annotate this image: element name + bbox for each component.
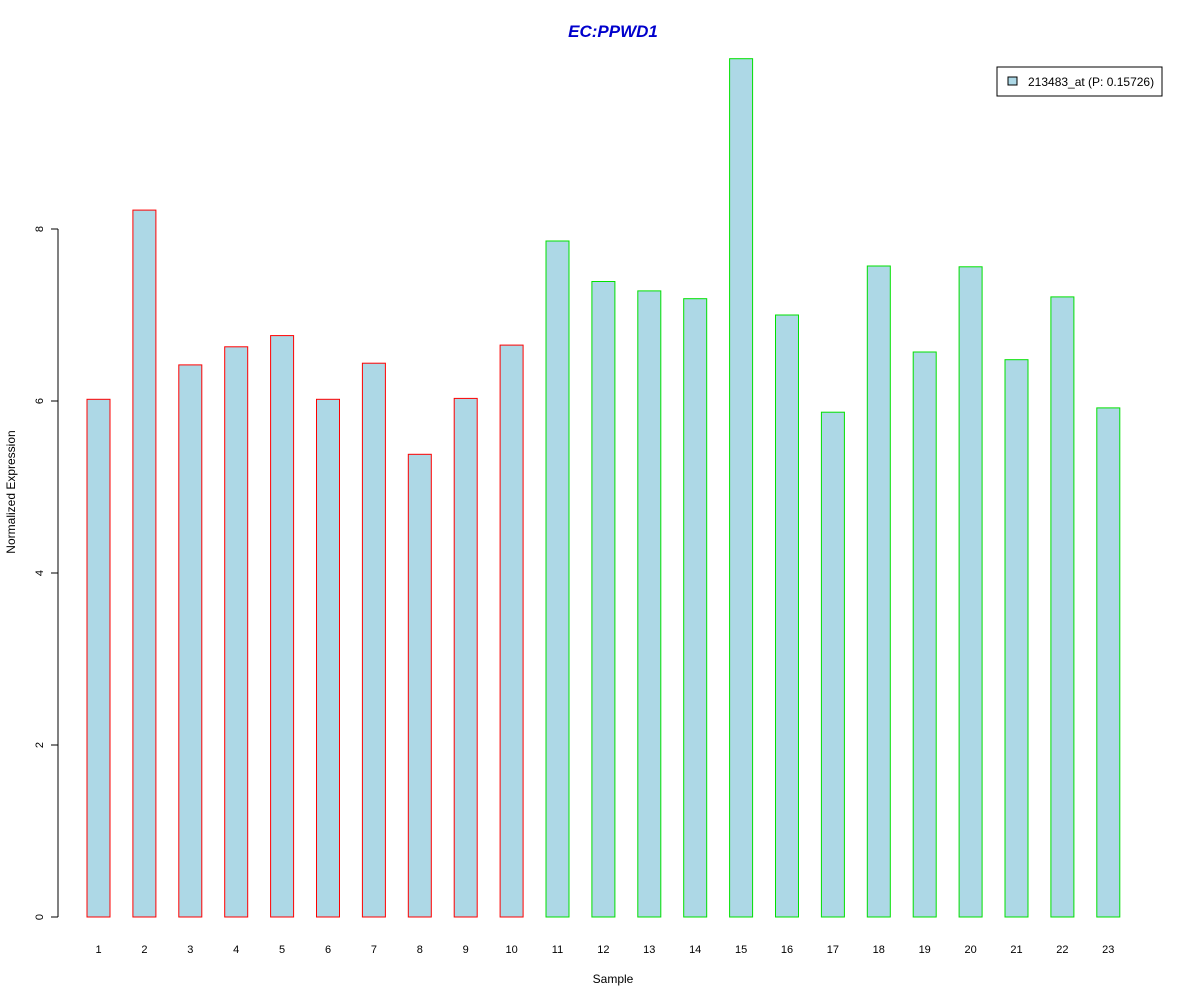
bar-sample-19 [912,351,937,918]
x-axis-label: Sample [593,972,634,986]
x-tick-label: 5 [279,944,285,956]
bar-sample-21 [1004,359,1029,918]
y-axis: 0 2 4 6 8 [34,226,59,920]
bar-sample-3 [178,364,203,918]
x-tick-label: 2 [141,944,147,956]
x-tick-label: 14 [689,944,701,956]
x-tick-label: 19 [919,944,931,956]
bar-sample-16 [775,314,799,918]
bar-sample-10 [499,344,524,918]
bar-sample-12 [591,281,616,918]
bar-sample-17 [820,411,845,918]
x-tick-label: 8 [417,944,423,956]
bar-sample-20 [958,266,983,918]
x-tick-label: 11 [552,944,563,956]
bar-sample-8 [407,453,432,918]
legend-swatch [1007,76,1018,86]
x-tick-label: 23 [1102,944,1114,956]
bar-sample-18 [866,265,891,918]
bar-sample-11 [545,240,570,918]
x-tick-label: 9 [463,944,469,956]
chart-title: EC:PPWD1 [568,22,658,41]
bar-sample-23 [1096,407,1121,918]
y-tick-label: 6 [34,398,46,404]
y-tick-label: 2 [34,742,46,748]
y-tick-label: 4 [34,570,46,576]
legend-box [996,66,1163,97]
legend-label: 213483_at (P: 0.15726) [1028,75,1154,89]
bar-sample-7 [361,362,386,918]
x-tick-label: 1 [95,944,101,956]
bar-sample-6 [316,398,340,918]
legend: 213483_at (P: 0.15726) [996,66,1163,97]
bar-sample-4 [224,346,249,918]
x-tick-labels: 1 2 3 4 5 6 7 8 9 10 11 12 13 14 15 16 17 18 19 20 21 22 23 [95,944,1114,956]
y-tick-label: 8 [34,226,46,232]
bar-sample-15 [729,58,754,918]
x-tick-label: 16 [781,944,793,956]
x-tick-label: 10 [505,944,517,956]
x-tick-label: 7 [371,944,377,956]
bar-sample-1 [86,398,111,918]
bar-sample-9 [453,397,478,918]
y-axis-label: Normalized Expression [4,430,18,553]
x-tick-label: 17 [827,944,839,956]
bar-sample-5 [270,335,295,918]
bar-sample-22 [1050,296,1075,918]
x-tick-label: 18 [873,944,885,956]
x-tick-label: 3 [187,944,193,956]
bar-sample-14 [683,298,708,918]
bar-sample-13 [637,290,662,918]
x-tick-label: 12 [597,944,609,956]
x-tick-label: 22 [1056,944,1068,956]
x-tick-label: 20 [964,944,976,956]
x-tick-label: 6 [325,944,331,956]
x-tick-label: 15 [735,944,747,956]
x-tick-label: 21 [1010,944,1022,956]
bar-sample-2 [132,209,157,918]
bars [86,58,1121,918]
x-tick-label: 4 [233,944,239,956]
x-tick-label: 13 [643,944,655,956]
y-tick-label: 0 [34,914,46,920]
